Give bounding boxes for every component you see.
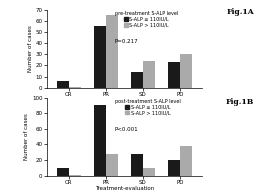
Bar [94,27,106,88]
Bar [180,146,192,176]
Bar [57,168,69,176]
X-axis label: Treatment-evaluation: Treatment-evaluation [95,98,154,103]
Legend: S-ALP ≤ 110IU/L, S-ALP > 110IU/L: S-ALP ≤ 110IU/L, S-ALP > 110IU/L [114,11,178,28]
Y-axis label: Number of cases: Number of cases [28,25,33,72]
Bar [106,15,118,88]
Bar [94,105,106,176]
Text: P=0.217: P=0.217 [115,39,139,44]
Bar [168,62,180,88]
Bar [57,81,69,88]
X-axis label: Treatment-evaluation: Treatment-evaluation [95,186,154,191]
Bar [143,61,155,88]
Text: Fig.1A: Fig.1A [226,8,254,16]
Bar [143,168,155,176]
Bar [106,154,118,176]
Bar [69,87,81,88]
Text: P<0.001: P<0.001 [115,127,139,132]
Text: Fig.1B: Fig.1B [226,98,254,105]
Bar [131,72,143,88]
Legend: S-ALP ≤ 110IU/L, S-ALP > 110IU/L: S-ALP ≤ 110IU/L, S-ALP > 110IU/L [114,98,181,116]
Bar [69,175,81,176]
Bar [131,154,143,176]
Bar [168,160,180,176]
Y-axis label: Number of cases: Number of cases [24,113,29,160]
Bar [180,54,192,88]
